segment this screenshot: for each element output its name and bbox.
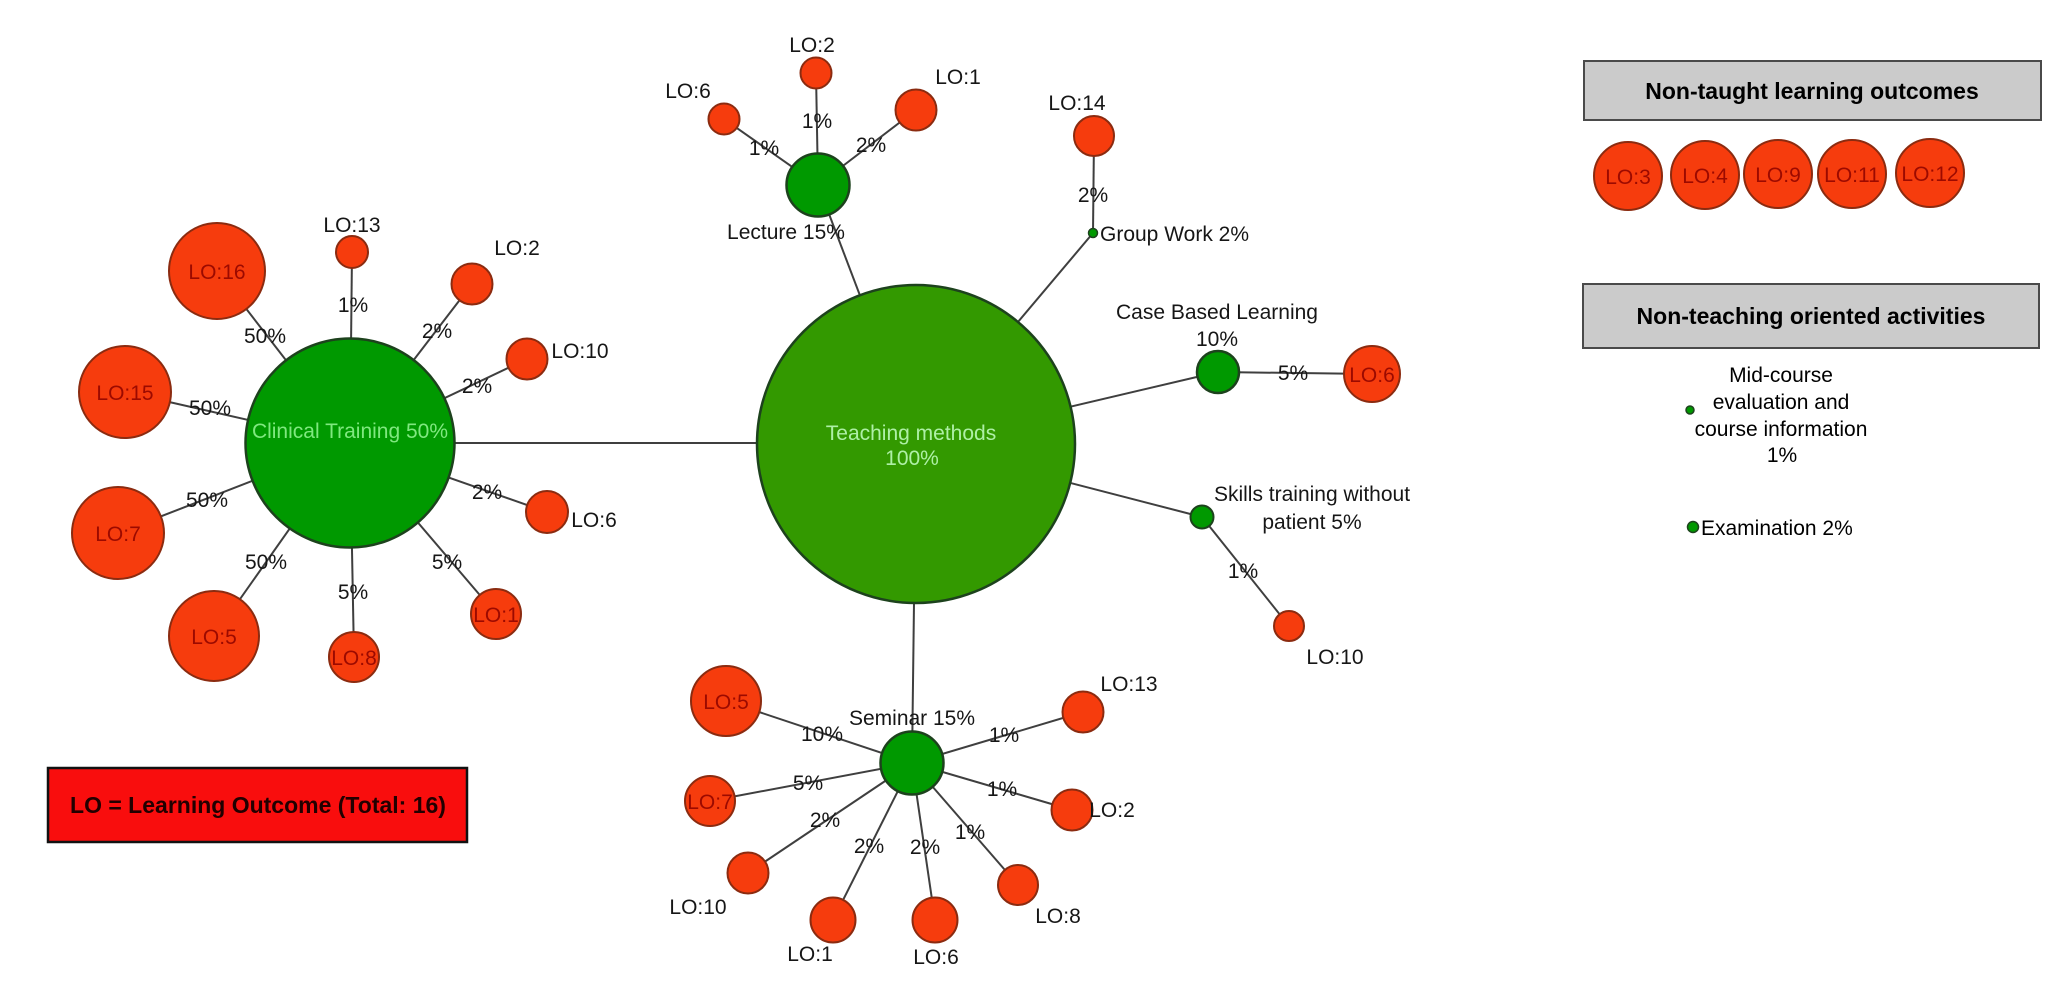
svg-text:1%: 1% xyxy=(802,110,832,133)
svg-text:Clinical Training 50%: Clinical Training 50% xyxy=(252,420,448,443)
svg-text:LO:13: LO:13 xyxy=(323,214,380,237)
svg-text:50%: 50% xyxy=(244,325,286,348)
svg-text:LO:2: LO:2 xyxy=(1089,799,1135,822)
svg-text:2%: 2% xyxy=(854,835,884,858)
svg-text:Lecture 15%: Lecture 15% xyxy=(727,221,845,244)
svg-text:2%: 2% xyxy=(1078,184,1108,207)
svg-text:LO:10: LO:10 xyxy=(551,340,608,363)
svg-text:LO:5: LO:5 xyxy=(703,691,749,714)
svg-text:LO:8: LO:8 xyxy=(1035,905,1081,928)
svg-text:5%: 5% xyxy=(338,581,368,604)
svg-text:LO:5: LO:5 xyxy=(191,626,237,649)
svg-text:LO:12: LO:12 xyxy=(1901,163,1958,186)
svg-text:1%: 1% xyxy=(955,821,985,844)
svg-text:5%: 5% xyxy=(1278,362,1308,385)
svg-text:5%: 5% xyxy=(793,772,823,795)
svg-text:LO:1: LO:1 xyxy=(935,66,981,89)
svg-text:LO:10: LO:10 xyxy=(669,896,726,919)
svg-text:course information: course information xyxy=(1695,418,1868,441)
svg-text:1%: 1% xyxy=(987,778,1017,801)
svg-text:LO:15: LO:15 xyxy=(96,382,153,405)
svg-text:2%: 2% xyxy=(472,481,502,504)
svg-text:LO:9: LO:9 xyxy=(1755,164,1801,187)
svg-text:1%: 1% xyxy=(338,294,368,317)
svg-text:LO:2: LO:2 xyxy=(494,237,540,260)
svg-text:2%: 2% xyxy=(422,320,452,343)
svg-text:Skills training without: Skills training without xyxy=(1214,483,1410,506)
svg-text:LO:7: LO:7 xyxy=(95,523,141,546)
svg-text:10%: 10% xyxy=(801,723,843,746)
svg-text:10%: 10% xyxy=(1196,328,1238,351)
svg-text:LO:11: LO:11 xyxy=(1824,164,1880,187)
svg-text:LO:16: LO:16 xyxy=(188,261,245,284)
svg-text:5%: 5% xyxy=(432,551,462,574)
svg-text:Mid-course: Mid-course xyxy=(1729,364,1833,387)
svg-text:Group Work 2%: Group Work 2% xyxy=(1100,223,1249,246)
svg-text:1%: 1% xyxy=(989,724,1019,747)
svg-text:LO:6: LO:6 xyxy=(1349,364,1395,387)
svg-text:LO:8: LO:8 xyxy=(331,647,377,670)
svg-text:1%: 1% xyxy=(1767,444,1797,467)
svg-text:Teaching methods: Teaching methods xyxy=(826,422,996,445)
svg-text:Seminar 15%: Seminar 15% xyxy=(849,707,975,730)
svg-text:50%: 50% xyxy=(186,489,228,512)
svg-text:2%: 2% xyxy=(810,809,840,832)
svg-text:evaluation and: evaluation and xyxy=(1713,391,1850,414)
svg-text:LO:3: LO:3 xyxy=(1605,166,1651,189)
svg-text:LO:2: LO:2 xyxy=(789,34,835,57)
svg-text:patient 5%: patient 5% xyxy=(1262,511,1361,534)
svg-text:LO:6: LO:6 xyxy=(665,80,711,103)
svg-text:LO = Learning Outcome (Total:: LO = Learning Outcome (Total: 16) xyxy=(70,792,446,818)
svg-text:50%: 50% xyxy=(189,397,231,420)
svg-text:Examination 2%: Examination 2% xyxy=(1701,517,1853,540)
svg-text:LO:14: LO:14 xyxy=(1048,92,1106,115)
svg-text:2%: 2% xyxy=(462,375,492,398)
svg-text:LO:6: LO:6 xyxy=(571,509,617,532)
svg-text:LO:4: LO:4 xyxy=(1682,165,1728,188)
svg-text:LO:6: LO:6 xyxy=(913,946,959,969)
svg-text:2%: 2% xyxy=(910,836,940,859)
svg-text:1%: 1% xyxy=(749,137,779,160)
svg-text:LO:1: LO:1 xyxy=(473,604,519,627)
svg-text:50%: 50% xyxy=(245,551,287,574)
svg-text:Case Based Learning: Case Based Learning xyxy=(1116,301,1318,324)
svg-text:1%: 1% xyxy=(1228,560,1258,583)
svg-text:Non-taught learning outcomes: Non-taught learning outcomes xyxy=(1645,78,1979,104)
svg-text:2%: 2% xyxy=(856,134,886,157)
svg-text:100%: 100% xyxy=(885,447,939,470)
svg-text:LO:1: LO:1 xyxy=(787,943,833,966)
svg-text:LO:13: LO:13 xyxy=(1100,673,1157,696)
svg-text:Non-teaching oriented activiti: Non-teaching oriented activities xyxy=(1637,303,1986,329)
svg-text:LO:10: LO:10 xyxy=(1306,646,1363,669)
svg-text:LO:7: LO:7 xyxy=(687,791,733,814)
